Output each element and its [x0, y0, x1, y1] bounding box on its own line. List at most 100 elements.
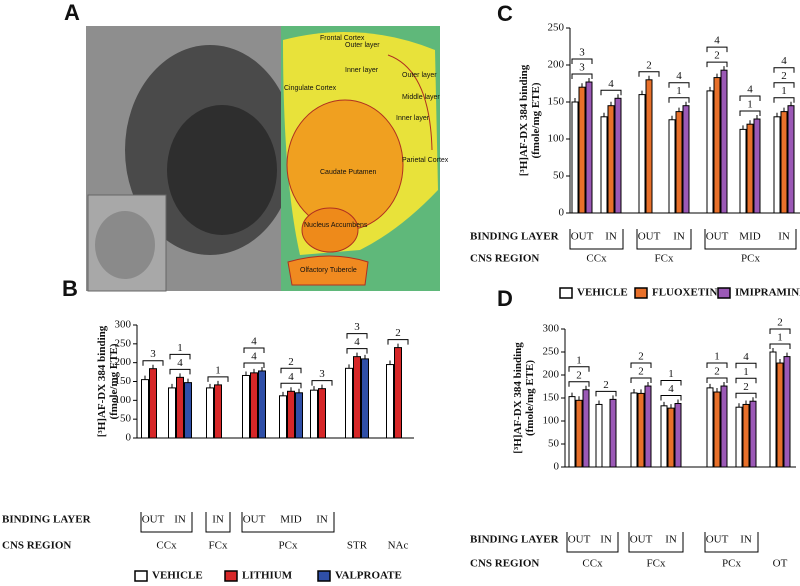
row-label: CNS REGION	[470, 558, 539, 570]
binding-layer: OUT	[638, 231, 661, 243]
binding-layer: MID	[739, 231, 760, 243]
significance-label: 4	[781, 55, 787, 67]
significance-bracket	[169, 368, 191, 375]
significance-bracket	[735, 392, 757, 399]
significance-label: 4	[288, 371, 294, 383]
bar	[295, 392, 303, 439]
significance-bracket	[660, 380, 682, 386]
bar	[644, 385, 652, 468]
significance-bracket	[773, 97, 795, 103]
significance-label: 4	[251, 350, 257, 362]
significance-bracket	[668, 97, 690, 103]
significance-bracket	[280, 382, 302, 389]
significance-label: 2	[777, 317, 783, 329]
binding-layer: OUT	[571, 231, 594, 243]
y-label-line: [³H]AF-DX 384 binding	[96, 325, 108, 437]
significance-label: 2	[603, 379, 609, 391]
region-label: Middle layer	[402, 94, 440, 101]
significance-label: 3	[354, 321, 360, 333]
region-label: Nucleus Accumbens	[304, 222, 368, 229]
bar	[742, 403, 750, 468]
bar	[713, 77, 721, 214]
significance-bracket	[660, 395, 682, 401]
significance-bracket	[346, 348, 368, 354]
cns-region: PCx	[741, 253, 760, 265]
bar	[769, 351, 777, 468]
significance-bracket	[280, 367, 302, 374]
significance-bracket	[706, 46, 728, 53]
cns-region: CCx	[156, 540, 177, 552]
binding-layer: IN	[673, 231, 685, 243]
bar	[614, 97, 622, 214]
y-tick-label: 100	[548, 133, 565, 145]
y-tick-label: 0	[554, 461, 560, 473]
bar	[607, 105, 615, 214]
binding-layer: MID	[280, 514, 301, 526]
significance-bracket	[387, 339, 409, 345]
significance-label: 3	[579, 47, 585, 59]
y-tick-label: 250	[115, 337, 132, 349]
y-tick-label: 200	[115, 356, 132, 368]
bar	[214, 384, 222, 439]
y-tick-label: 200	[543, 369, 560, 381]
binding-layer: IN	[605, 231, 617, 243]
bar	[720, 69, 728, 214]
bar	[682, 105, 690, 214]
bar	[206, 387, 214, 439]
y-tick-label: 150	[543, 392, 560, 404]
y-tick-label: 100	[543, 415, 560, 427]
bar	[638, 94, 646, 214]
bar	[149, 368, 157, 439]
bar	[345, 367, 353, 439]
significance-bracket	[735, 377, 757, 384]
bar	[609, 398, 617, 468]
bar	[575, 399, 583, 468]
panel-letter: C	[497, 1, 513, 26]
binding-layer: IN	[778, 231, 790, 243]
region-label: Caudate Putamen	[320, 169, 377, 176]
bar	[739, 128, 747, 214]
significance-label: 4	[251, 335, 257, 347]
significance-label: 2	[743, 381, 749, 393]
legend-label: VEHICLE	[577, 287, 628, 299]
significance-bracket	[739, 110, 761, 117]
region-label: Cingulate Cortex	[284, 85, 337, 92]
parietal-outline	[387, 54, 433, 151]
bar	[753, 118, 761, 214]
region-bracket	[704, 229, 797, 250]
significance-label: 2	[714, 50, 720, 62]
cns-region: PCx	[722, 558, 741, 570]
legend-label: FLUOXETINE	[652, 287, 725, 299]
bar	[773, 116, 781, 214]
y-tick-label: 250	[548, 22, 565, 34]
significance-bracket	[706, 377, 728, 384]
cns-region: FCx	[647, 558, 666, 570]
significance-bracket	[668, 82, 690, 88]
bar	[749, 400, 757, 468]
bar	[783, 356, 791, 468]
binding-layer: OUT	[630, 534, 653, 546]
legend-swatch	[224, 570, 238, 582]
y-label-line: (fmole/mg ETE)	[530, 82, 542, 158]
significance-bracket	[207, 376, 229, 382]
legend-swatch	[559, 287, 573, 299]
binding-layer: OUT	[568, 534, 591, 546]
significance-label: 3	[579, 62, 585, 74]
y-label-line: [³H]AF-DX 384 binding	[518, 64, 530, 176]
significance-label: 3	[150, 348, 156, 360]
significance-label: 2	[714, 366, 720, 378]
y-axis-label: [³H]AF-DX 384 binding(fmole/mg ETE)	[512, 342, 536, 454]
significance-label: 1	[743, 366, 749, 378]
region-bracket	[241, 512, 335, 533]
significance-bracket	[773, 82, 795, 88]
region-label: Parietal Cortex	[402, 157, 449, 164]
significance-bracket	[595, 390, 617, 397]
significance-bracket	[630, 362, 652, 369]
panel-a: A Frontal Cortex Outer layer Inner layer…	[64, 0, 449, 292]
bar	[675, 111, 683, 214]
significance-bracket	[571, 73, 593, 80]
binding-layer: IN	[316, 514, 328, 526]
significance-label: 4	[608, 78, 614, 90]
legend-swatch	[634, 287, 648, 299]
bar	[674, 403, 682, 468]
